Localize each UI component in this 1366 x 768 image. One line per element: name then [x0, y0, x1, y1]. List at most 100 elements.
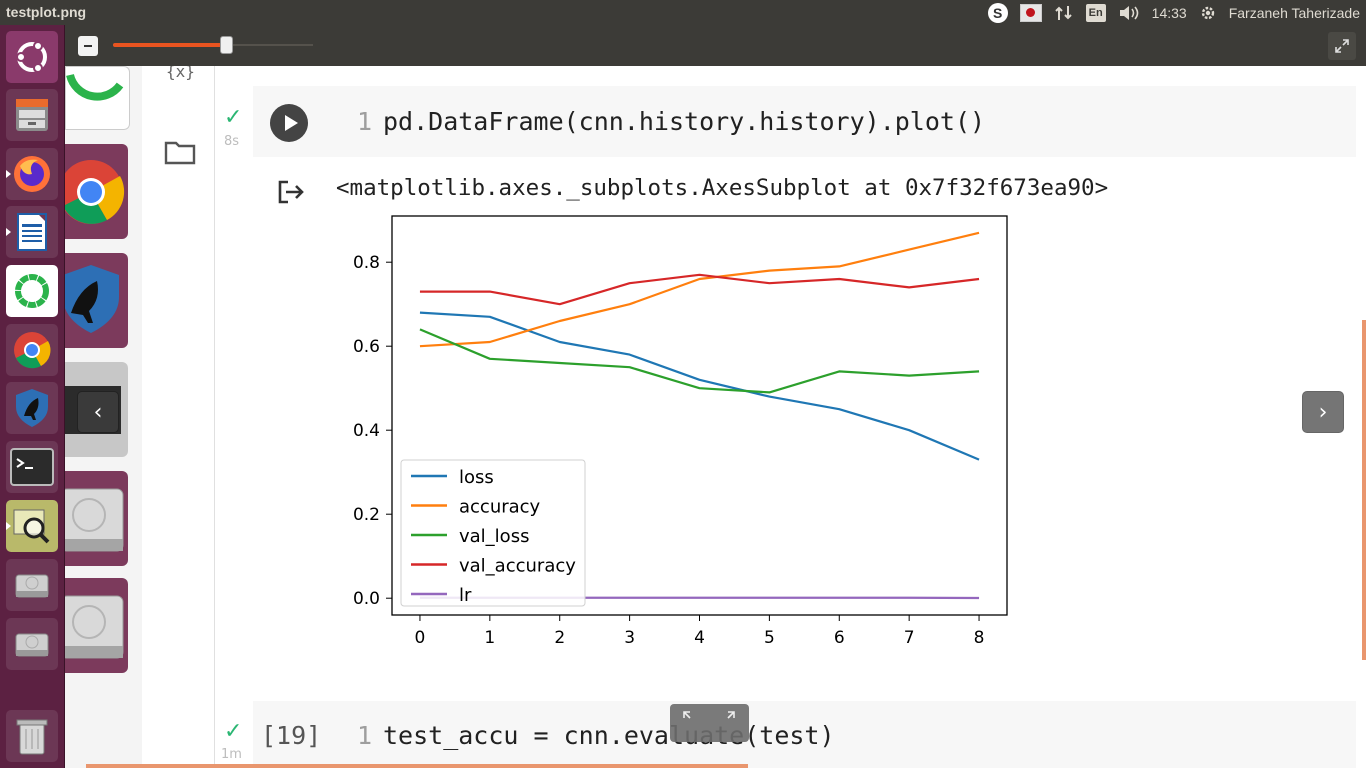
cell-1-exec-time: 8s — [224, 134, 240, 149]
cell-2-success-check-icon: ✓ — [224, 719, 243, 744]
x-tick-label: 7 — [904, 628, 915, 648]
launcher-trash[interactable] — [6, 710, 58, 762]
screen-recorder-icon[interactable] — [1019, 4, 1042, 22]
writer-document-icon — [17, 213, 47, 251]
cell-2-code[interactable]: test_accu = cnn.evaluate(test) — [383, 721, 835, 750]
series-line-accuracy — [419, 231, 980, 348]
legend-label-val-accuracy: val_accuracy — [459, 556, 576, 577]
colab-sidebar: {x} — [142, 66, 215, 768]
viewer-toolbar — [65, 25, 1366, 66]
cell-2-exec-time: 1m — [221, 747, 242, 762]
strip-tile-rstudio — [65, 66, 130, 130]
launcher-files[interactable] — [6, 89, 58, 141]
green-ring-icon — [66, 73, 124, 101]
cell-2-exec-count: [19] — [261, 721, 322, 750]
launcher-image-viewer[interactable] — [6, 500, 58, 552]
chrome-icon — [59, 160, 125, 224]
cell-1-output-text: <matplotlib.axes._subplots.AxesSubplot a… — [336, 175, 1109, 201]
top-panel: testplot.png S En 14:33 Farzaneh Taheriz… — [0, 0, 1366, 25]
strip-tile-tor — [63, 253, 128, 348]
vertical-scroll-indicator[interactable] — [1362, 320, 1366, 660]
crow-shield-icon — [63, 265, 119, 333]
y-tick-label: 0.8 — [353, 253, 380, 273]
legend-label-loss: loss — [459, 467, 494, 488]
x-tick-label: 4 — [694, 628, 705, 648]
file-cabinet-icon — [16, 99, 48, 131]
training-history-chart: 0.0 0.2 0.4 0.6 0.8 0 1 2 3 4 5 6 7 8 loss accuracy val_… — [353, 215, 1008, 648]
strip-tile-chrome — [59, 144, 128, 239]
ubuntu-dash-button[interactable] — [6, 31, 58, 83]
gear-icon[interactable] — [1199, 4, 1217, 22]
hard-drive-icon — [60, 488, 124, 552]
magnifier-icon — [13, 509, 50, 544]
keyboard-layout-indicator[interactable]: En — [1085, 4, 1106, 22]
cell-1-code[interactable]: pd.DataFrame(cnn.history.history).plot() — [383, 107, 986, 136]
fit-to-window-button[interactable] — [670, 704, 749, 742]
legend-label-val-loss: val_loss — [459, 526, 529, 547]
legend-box — [400, 459, 586, 607]
y-tick-label: 0.4 — [353, 421, 380, 441]
zoom-out-button[interactable] — [78, 36, 98, 56]
chrome-icon — [14, 332, 51, 369]
strip-tile-drive-2 — [60, 578, 128, 673]
x-tick-label: 0 — [415, 628, 426, 648]
previous-image-button[interactable]: ‹ — [77, 391, 119, 433]
cell-1-success-check-icon: ✓ — [224, 105, 243, 130]
cell-1-run-button[interactable] — [270, 104, 308, 142]
code-cell-1[interactable] — [253, 86, 1356, 157]
folder-icon[interactable] — [164, 139, 196, 165]
variables-icon[interactable]: {x} — [164, 66, 194, 82]
legend-label-accuracy: accuracy — [459, 497, 541, 518]
firefox-icon — [14, 156, 50, 192]
series-line-val-accuracy — [419, 273, 980, 306]
network-icon[interactable] — [1054, 4, 1074, 22]
cell-1-line-number: 1 — [357, 107, 373, 136]
strip-tile-drive-1 — [60, 471, 128, 566]
launcher-rstudio[interactable] — [6, 265, 58, 317]
green-ring-icon — [15, 274, 49, 308]
y-tick-label: 0.6 — [353, 337, 380, 357]
launcher-writer[interactable] — [6, 206, 58, 258]
y-tick-label: 0.2 — [353, 505, 380, 525]
x-tick-label: 2 — [554, 628, 565, 648]
terminal-icon — [10, 448, 54, 486]
output-redirect-icon[interactable] — [276, 178, 306, 206]
launcher-drive-1[interactable] — [6, 559, 58, 611]
code-cell-2[interactable] — [253, 701, 1356, 768]
window-title: testplot.png — [6, 4, 87, 20]
launcher-drive-2[interactable] — [6, 618, 58, 670]
clock[interactable]: 14:33 — [1151, 5, 1187, 21]
trash-icon — [16, 719, 48, 755]
svg-text:{x}: {x} — [166, 66, 194, 81]
launcher-tor-browser[interactable] — [6, 382, 58, 434]
launcher — [0, 25, 65, 768]
user-name[interactable]: Farzaneh Taherizade — [1228, 5, 1360, 21]
system-tray: S En 14:33 Farzaneh Taherizade — [987, 3, 1360, 23]
fit-window-icon — [683, 711, 735, 719]
expand-icon — [1335, 39, 1349, 53]
launcher-chrome[interactable] — [6, 324, 58, 376]
launcher-terminal[interactable] — [6, 441, 58, 493]
cell-2-line-number: 1 — [357, 721, 373, 750]
ubuntu-logo-icon — [16, 41, 47, 73]
zoom-slider-fill — [113, 43, 223, 47]
crow-shield-icon — [16, 389, 48, 427]
legend-label-lr: lr — [459, 585, 472, 606]
launcher-firefox[interactable] — [6, 148, 58, 200]
hard-drive-icon — [60, 595, 124, 659]
series-line-loss — [419, 311, 980, 461]
hard-drive-icon — [15, 633, 49, 657]
fullscreen-button[interactable] — [1328, 32, 1356, 60]
series-line-val-loss — [419, 328, 980, 394]
volume-icon[interactable] — [1118, 4, 1140, 22]
x-tick-label: 1 — [484, 628, 495, 648]
skype-icon[interactable]: S — [987, 3, 1008, 23]
x-tick-label: 5 — [764, 628, 775, 648]
next-image-button[interactable]: › — [1302, 391, 1344, 433]
x-tick-label: 8 — [974, 628, 985, 648]
y-tick-label: 0.0 — [353, 589, 380, 609]
zoom-slider-thumb[interactable] — [220, 36, 233, 54]
x-tick-label: 6 — [834, 628, 845, 648]
hard-drive-icon — [15, 574, 49, 598]
horizontal-scroll-indicator[interactable] — [86, 764, 748, 768]
